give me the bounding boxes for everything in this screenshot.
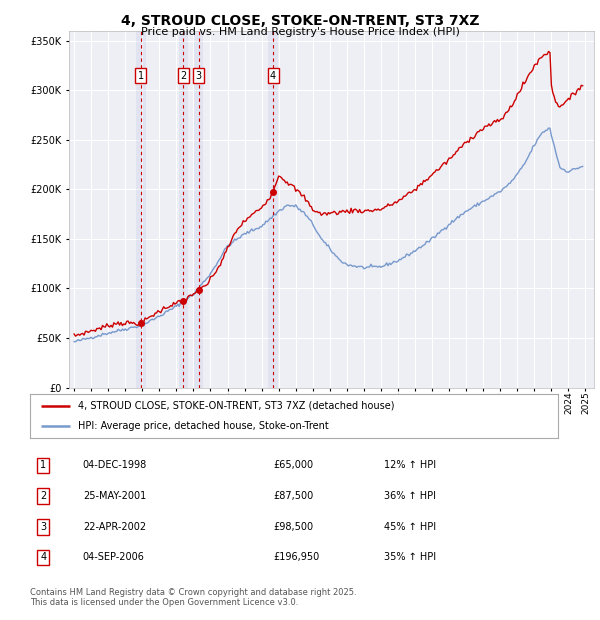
Text: 12% ↑ HPI: 12% ↑ HPI	[384, 461, 436, 471]
Text: 1: 1	[40, 461, 46, 471]
Text: £87,500: £87,500	[273, 491, 313, 501]
Text: 4: 4	[40, 552, 46, 562]
Text: 2: 2	[180, 71, 187, 81]
Text: 04-DEC-1998: 04-DEC-1998	[83, 461, 147, 471]
Text: 04-SEP-2006: 04-SEP-2006	[83, 552, 145, 562]
Text: 45% ↑ HPI: 45% ↑ HPI	[384, 522, 436, 532]
Text: £65,000: £65,000	[273, 461, 313, 471]
Text: 3: 3	[196, 71, 202, 81]
Text: £98,500: £98,500	[273, 522, 313, 532]
Text: 22-APR-2002: 22-APR-2002	[83, 522, 146, 532]
Text: 2: 2	[40, 491, 46, 501]
Text: 36% ↑ HPI: 36% ↑ HPI	[384, 491, 436, 501]
Text: Price paid vs. HM Land Registry's House Price Index (HPI): Price paid vs. HM Land Registry's House …	[140, 27, 460, 37]
Bar	[136, 31, 146, 388]
Text: £196,950: £196,950	[273, 552, 319, 562]
Text: 25-MAY-2001: 25-MAY-2001	[83, 491, 146, 501]
Bar	[194, 31, 203, 388]
Text: 4: 4	[270, 71, 276, 81]
Text: 4, STROUD CLOSE, STOKE-ON-TRENT, ST3 7XZ: 4, STROUD CLOSE, STOKE-ON-TRENT, ST3 7XZ	[121, 14, 479, 28]
Text: HPI: Average price, detached house, Stoke-on-Trent: HPI: Average price, detached house, Stok…	[77, 421, 328, 432]
Text: Contains HM Land Registry data © Crown copyright and database right 2025.
This d: Contains HM Land Registry data © Crown c…	[30, 588, 356, 607]
Bar	[179, 31, 188, 388]
Bar	[268, 31, 278, 388]
Text: 3: 3	[40, 522, 46, 532]
Text: 1: 1	[138, 71, 144, 81]
Text: 35% ↑ HPI: 35% ↑ HPI	[384, 552, 436, 562]
Text: 4, STROUD CLOSE, STOKE-ON-TRENT, ST3 7XZ (detached house): 4, STROUD CLOSE, STOKE-ON-TRENT, ST3 7XZ…	[77, 401, 394, 411]
